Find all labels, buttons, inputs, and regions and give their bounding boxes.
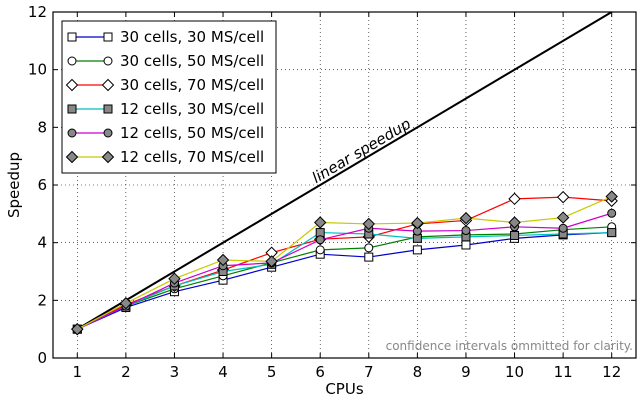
data-point bbox=[265, 255, 278, 268]
data-point bbox=[508, 192, 521, 206]
series-group bbox=[71, 190, 618, 336]
x-tick-label: 8 bbox=[413, 363, 423, 381]
data-point bbox=[364, 243, 374, 253]
legend-marker bbox=[103, 104, 113, 114]
legend-item: 12 cells, 50 MS/cell bbox=[67, 124, 264, 142]
data-point bbox=[605, 190, 618, 203]
legend-marker bbox=[101, 150, 115, 164]
data-point bbox=[510, 230, 520, 240]
legend-marker bbox=[65, 78, 79, 92]
data-point bbox=[607, 208, 617, 218]
legend: 30 cells, 30 MS/cell 30 cells, 50 MS/cell… bbox=[61, 20, 277, 174]
legend-marker bbox=[103, 128, 113, 138]
x-tick-label: 2 bbox=[121, 363, 131, 381]
data-point bbox=[216, 253, 230, 267]
legend-marker bbox=[101, 78, 115, 92]
x-tick-label: 7 bbox=[364, 363, 374, 381]
legend-label: 12 cells, 70 MS/cell bbox=[120, 148, 264, 166]
legend-item: 12 cells, 30 MS/cell bbox=[67, 100, 264, 118]
legend-item: 30 cells, 70 MS/cell bbox=[65, 76, 264, 94]
series-4 bbox=[72, 228, 617, 334]
legend-marker bbox=[103, 56, 113, 66]
data-point bbox=[412, 245, 422, 255]
y-tick-label: 0 bbox=[37, 349, 47, 367]
x-tick-label: 5 bbox=[267, 363, 277, 381]
series-line bbox=[77, 226, 612, 330]
x-tick-label: 10 bbox=[505, 363, 524, 381]
series-3 bbox=[71, 190, 618, 336]
series-2 bbox=[72, 222, 617, 334]
data-point bbox=[314, 216, 327, 229]
legend-marker bbox=[67, 32, 77, 42]
linear-speedup-label: linear speedup bbox=[309, 115, 414, 187]
data-point bbox=[315, 235, 325, 245]
y-tick-label: 10 bbox=[28, 61, 47, 79]
data-point bbox=[119, 297, 133, 310]
series-line bbox=[77, 212, 612, 330]
data-point bbox=[71, 322, 84, 336]
series-5 bbox=[72, 208, 617, 334]
data-point bbox=[411, 216, 424, 230]
data-point bbox=[364, 252, 374, 262]
x-tick-label: 12 bbox=[602, 363, 621, 381]
legend-marker bbox=[103, 32, 113, 42]
y-tick-label: 6 bbox=[37, 176, 47, 194]
legend-label: 30 cells, 50 MS/cell bbox=[120, 52, 264, 70]
legend-marker bbox=[67, 104, 77, 114]
legend-marker bbox=[67, 128, 77, 138]
legend-item: 30 cells, 50 MS/cell bbox=[67, 52, 264, 70]
data-point bbox=[362, 217, 375, 231]
data-point bbox=[508, 216, 521, 229]
confidence-note: confidence intervals ommitted for clarit… bbox=[386, 339, 633, 353]
x-axis-label: CPUs bbox=[325, 380, 363, 398]
data-point bbox=[315, 245, 325, 255]
y-tick-label: 4 bbox=[37, 234, 47, 252]
legend-item: 12 cells, 70 MS/cell bbox=[65, 148, 264, 166]
legend-box bbox=[61, 20, 277, 174]
x-tick-label: 6 bbox=[315, 363, 325, 381]
series-line bbox=[77, 195, 612, 330]
x-tick-label: 4 bbox=[218, 363, 228, 381]
y-tick-label: 2 bbox=[37, 291, 47, 309]
data-point bbox=[168, 272, 181, 285]
x-tick-label: 11 bbox=[554, 363, 573, 381]
series-line bbox=[77, 196, 612, 330]
series-6 bbox=[71, 190, 618, 336]
series-line bbox=[77, 231, 612, 330]
data-point bbox=[461, 226, 471, 236]
data-point bbox=[459, 211, 473, 225]
data-point bbox=[558, 223, 568, 233]
legend-label: 12 cells, 50 MS/cell bbox=[120, 124, 264, 142]
data-point bbox=[556, 190, 570, 204]
x-tick-label: 9 bbox=[461, 363, 471, 381]
y-tick-label: 12 bbox=[28, 3, 47, 21]
linear-speedup-path bbox=[76, 11, 613, 331]
data-point bbox=[607, 228, 617, 238]
legend-label: 30 cells, 30 MS/cell bbox=[120, 28, 264, 46]
y-tick-label: 8 bbox=[37, 118, 47, 136]
series-line bbox=[77, 231, 612, 330]
linear-speedup-line bbox=[76, 11, 613, 331]
legend-label: 30 cells, 70 MS/cell bbox=[120, 76, 264, 94]
x-tick-label: 3 bbox=[170, 363, 180, 381]
legend-marker bbox=[65, 150, 79, 164]
data-point bbox=[556, 211, 570, 224]
series-1 bbox=[72, 228, 617, 334]
y-axis-label: Speedup bbox=[5, 152, 23, 218]
legend-marker bbox=[67, 56, 77, 66]
legend-label: 12 cells, 30 MS/cell bbox=[120, 100, 264, 118]
legend-item: 30 cells, 30 MS/cell bbox=[67, 28, 264, 46]
data-point bbox=[461, 240, 471, 250]
x-tick-label: 1 bbox=[73, 363, 83, 381]
